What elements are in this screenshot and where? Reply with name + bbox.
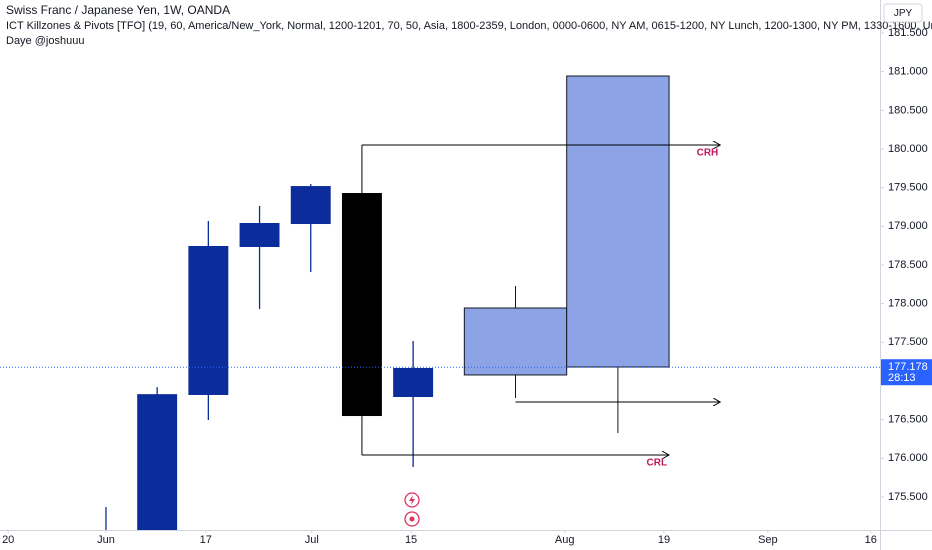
y-tick-label: 180.500 [888,104,928,116]
y-tick-label: 181.000 [888,66,928,78]
y-tick-label: 175.500 [888,491,928,503]
currency-label[interactable]: JPY [894,8,913,19]
y-tick-label: 177.500 [888,336,928,348]
candle-body [188,245,229,395]
x-tick-label: 19 [658,534,670,546]
y-tick-label: 179.000 [888,220,928,232]
candle-body [341,193,382,417]
x-tick-label: 20 [2,534,14,546]
candle-body [137,394,178,530]
last-price-label: 177.178 [888,361,928,373]
x-tick-label: 15 [405,534,417,546]
x-tick-label: 16 [865,534,877,546]
y-tick-label: 178.500 [888,259,928,271]
x-tick-label: Jun [97,534,115,546]
level-label: CRH [697,148,719,159]
level-label: CRL [647,458,668,469]
candle-body [239,223,280,247]
indicator-label: ICT Killzones & Pivots [TFO] (19, 60, Am… [6,20,932,32]
x-tick-label: Jul [305,534,319,546]
y-tick-label: 176.500 [888,414,928,426]
y-tick-label: 179.500 [888,182,928,194]
x-tick-label: Aug [555,534,575,546]
indicator-label: Daye @joshuuu [6,35,84,47]
y-tick-label: 180.000 [888,143,928,155]
plot-area: CRH CRL [105,75,720,530]
candle-body [290,186,331,225]
projection-body [463,307,568,376]
y-tick-label: 176.000 [888,452,928,464]
x-tick-label: Sep [758,534,778,546]
x-tick-label: 17 [200,534,212,546]
last-price-box [881,359,932,386]
y-tick-label: 178.000 [888,298,928,310]
countdown-label: 28:13 [888,372,916,384]
currency-button[interactable] [883,3,923,23]
projection-body [566,75,670,368]
icons [404,492,420,527]
candle-body [393,367,434,397]
y-tick-label: 181.500 [888,27,928,39]
chart-title: Swiss Franc / Japanese Yen, 1W, OANDA [6,3,230,17]
